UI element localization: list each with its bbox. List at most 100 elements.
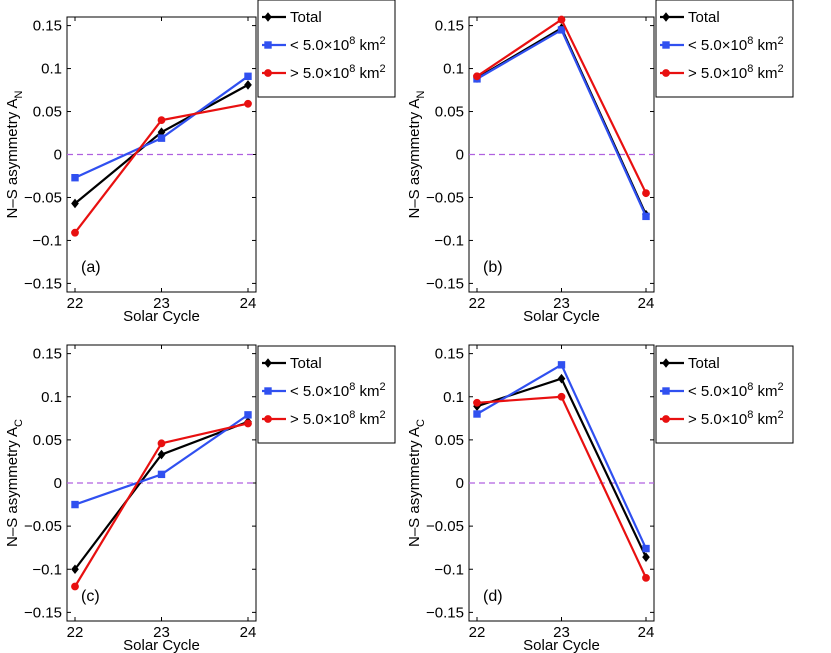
x-tick-label: 22 — [67, 624, 84, 641]
y-tick-label: −0.15 — [426, 275, 464, 292]
series-small-area — [473, 361, 650, 553]
y-tick-label: 0 — [54, 475, 62, 492]
data-point — [157, 134, 166, 142]
legend-marker — [662, 358, 670, 368]
data-point — [642, 212, 650, 221]
y-tick-label: −0.05 — [426, 518, 464, 535]
legend-marker — [264, 41, 272, 49]
data-point — [244, 99, 252, 108]
legend-entry-label: > 5.0×108 km2 — [688, 63, 784, 82]
data-point — [71, 564, 79, 575]
x-tick-label: 24 — [638, 295, 655, 312]
legend-entry-label: < 5.0×108 km2 — [290, 381, 386, 400]
y-axis-label: N–S asymmetry AN — [4, 90, 25, 218]
data-point — [557, 373, 566, 384]
y-tick-label: −0.15 — [426, 604, 464, 621]
y-tick-label: 0.05 — [435, 432, 464, 449]
data-point — [557, 361, 566, 369]
series-small-area — [71, 72, 252, 182]
data-point — [157, 439, 166, 448]
data-point — [71, 198, 79, 209]
legend-marker — [662, 69, 670, 77]
y-axis-label-subscript: C — [415, 419, 427, 427]
legend: Total < 5.0×108 km2 > 5.0×108 km2 — [655, 0, 794, 98]
y-axis-label-subscript: C — [13, 419, 25, 427]
y-axis-label-subscript: N — [13, 90, 25, 98]
y-tick-label: −0.1 — [434, 232, 464, 249]
y-tick-label: 0.05 — [435, 104, 464, 121]
series-large-area — [473, 15, 650, 198]
y-tick-label: −0.15 — [24, 275, 62, 292]
data-point — [244, 72, 252, 80]
legend-entry-label: Total — [688, 9, 720, 26]
data-point — [642, 552, 650, 562]
data-point — [157, 116, 166, 125]
y-axis-label: N–S asymmetry AN — [406, 90, 427, 218]
legend-entry-label: > 5.0×108 km2 — [290, 409, 386, 428]
legend-entry-label: Total — [688, 355, 720, 372]
y-tick-label: −0.05 — [24, 518, 62, 535]
legend-entry-label: < 5.0×108 km2 — [688, 35, 784, 54]
data-point — [71, 500, 79, 509]
y-tick-label: 0.1 — [41, 389, 62, 406]
data-point — [157, 470, 166, 479]
data-point — [642, 544, 650, 553]
chart-panel-b: −0.15 −0.1 −0.05 0 0.05 0.1 0.15 22 23 24 Solar Cy… — [406, 0, 794, 325]
data-point — [473, 410, 481, 418]
legend-entry-label: > 5.0×108 km2 — [688, 409, 784, 428]
y-tick-label: 0 — [456, 147, 464, 164]
x-axis-label: Solar Cycle — [523, 637, 600, 653]
y-tick-label: −0.05 — [426, 189, 464, 206]
y-tick-label: −0.1 — [434, 561, 464, 578]
legend-marker — [264, 415, 272, 423]
legend-entry-label: Total — [290, 355, 322, 372]
y-axis-label: N–S asymmetry AC — [4, 419, 25, 547]
y-tick-label: −0.15 — [24, 604, 62, 621]
legend-entry-label: > 5.0×108 km2 — [290, 63, 386, 82]
y-tick-label: 0.05 — [33, 432, 62, 449]
legend-entry-label: Total — [290, 9, 322, 26]
panel-label: (a) — [81, 259, 101, 276]
chart-panel-a: −0.15 −0.1 −0.05 0 0.05 0.1 0.15 22 23 24 Solar Cy… — [4, 0, 396, 325]
y-tick-label: 0.15 — [33, 18, 62, 35]
legend-marker — [264, 358, 272, 368]
data-point — [557, 392, 566, 401]
x-axis-label: Solar Cycle — [123, 308, 200, 325]
panel-label: (c) — [81, 588, 100, 605]
y-axis-label: N–S asymmetry AC — [406, 419, 427, 547]
data-point — [557, 26, 566, 34]
legend-marker — [662, 387, 670, 395]
x-tick-label: 23 — [553, 624, 570, 641]
y-tick-label: −0.1 — [32, 232, 62, 249]
legend-entry-label: < 5.0×108 km2 — [290, 35, 386, 54]
legend-marker — [264, 12, 272, 22]
x-tick-label: 23 — [153, 295, 170, 312]
legend-marker — [662, 12, 670, 22]
y-tick-label: 0 — [456, 475, 464, 492]
chart-panel-c: −0.15 −0.1 −0.05 0 0.05 0.1 0.15 22 23 24 Solar Cy… — [4, 344, 396, 653]
data-point — [557, 15, 566, 24]
x-axis-label: Solar Cycle — [523, 308, 600, 325]
y-tick-label: 0.05 — [33, 104, 62, 121]
legend: Total < 5.0×108 km2 > 5.0×108 km2 — [655, 345, 794, 444]
y-tick-label: −0.05 — [24, 189, 62, 206]
data-point — [642, 573, 650, 582]
data-point — [71, 228, 79, 237]
y-tick-label: 0.15 — [33, 346, 62, 363]
series-small-area — [71, 411, 252, 509]
y-tick-label: 0.15 — [435, 346, 464, 363]
legend: Total < 5.0×108 km2 > 5.0×108 km2 — [257, 0, 396, 98]
series-large-area — [473, 392, 650, 582]
y-tick-label: 0.15 — [435, 18, 464, 35]
y-tick-label: 0.1 — [443, 61, 464, 78]
series-total — [71, 80, 252, 209]
chart-panel-d: −0.15 −0.1 −0.05 0 0.05 0.1 0.15 22 23 24 Solar Cy… — [406, 344, 794, 653]
series-large-area — [71, 99, 252, 237]
data-point — [473, 398, 481, 407]
x-tick-label: 22 — [67, 295, 84, 312]
data-point — [473, 72, 481, 81]
legend-marker — [264, 69, 272, 77]
legend: Total < 5.0×108 km2 > 5.0×108 km2 — [257, 345, 396, 444]
legend-marker — [662, 41, 670, 49]
